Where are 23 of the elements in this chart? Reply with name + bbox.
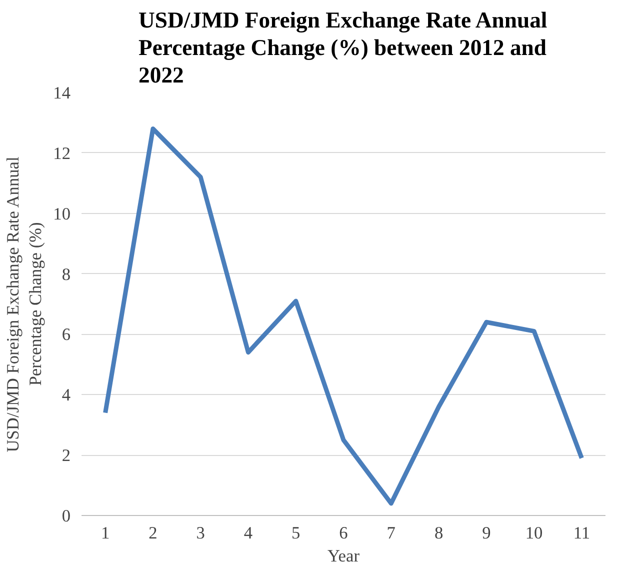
y-tick-label: 12: [53, 144, 70, 163]
x-axis-title: Year: [328, 546, 360, 566]
x-tick-label: 10: [525, 524, 543, 542]
y-tick-label: 6: [62, 325, 71, 344]
x-tick-label: 9: [482, 524, 491, 542]
x-tick-label: 5: [292, 524, 300, 542]
x-tick-label: 11: [573, 524, 590, 542]
y-tick-label: 0: [62, 506, 71, 526]
x-tick-label: 3: [196, 524, 205, 542]
x-tick-label: 2: [148, 524, 158, 542]
chart-title: USD/JMD Foreign Exchange Rate Annual Percentage Change (%) between 2012 and 2022: [138, 8, 548, 88]
y-tick-label: 10: [53, 204, 70, 224]
y-tick-label: 8: [62, 264, 71, 284]
y-axis-title: USD/JMD Foreign Exchange Rate Annual Percentage Change (%): [3, 156, 46, 452]
line-series: [103, 126, 584, 506]
x-tick-label: 4: [244, 524, 253, 542]
x-tick-label: 7: [386, 524, 396, 542]
y-tick-label: 14: [53, 84, 71, 102]
y-tick-label: 2: [62, 446, 71, 466]
x-tick-label: 6: [339, 524, 348, 542]
x-tick-label: 8: [434, 524, 444, 542]
y-tick-label: 4: [62, 386, 71, 405]
x-tick-label: 1: [100, 524, 110, 542]
